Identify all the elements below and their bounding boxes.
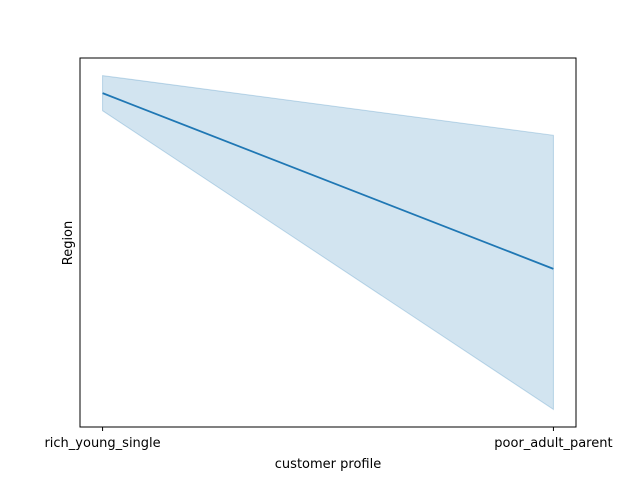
- x-axis-label: customer profile: [275, 457, 381, 472]
- confidence-band: [102, 75, 554, 411]
- x-tick-label: rich_young_single: [44, 436, 160, 451]
- y-axis-label: Region: [61, 221, 76, 266]
- axes-frame: [79, 57, 577, 428]
- plot-area: [79, 57, 577, 428]
- series-line: [102, 92, 554, 270]
- x-tick-label: poor_adult_parent: [494, 436, 612, 451]
- x-axis-ticks: rich_young_single poor_adult_parent: [44, 427, 613, 451]
